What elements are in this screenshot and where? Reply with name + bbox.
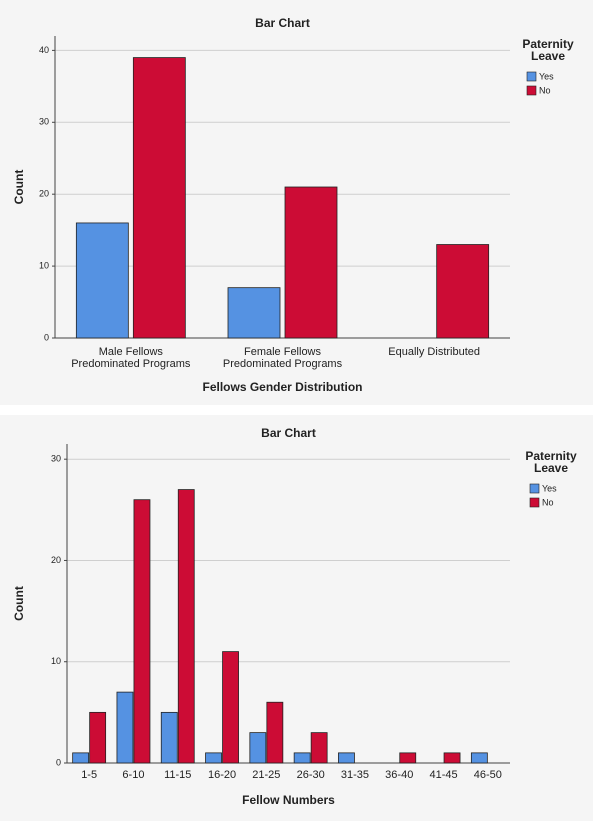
bar bbox=[89, 711, 107, 764]
x-tick-label: 36-40 bbox=[385, 769, 413, 781]
bar bbox=[443, 752, 461, 764]
bar bbox=[249, 732, 267, 764]
bar bbox=[132, 57, 186, 339]
legend-swatch bbox=[529, 483, 540, 494]
bar bbox=[116, 691, 134, 764]
legend-title: Paternity Leave bbox=[522, 37, 574, 63]
x-tick-label: Equally Distributed bbox=[388, 346, 480, 358]
x-tick-label: 16-20 bbox=[208, 769, 236, 781]
y-axis-label: Count bbox=[12, 170, 26, 205]
y-tick-label: 20 bbox=[51, 555, 61, 565]
x-tick-label: Male Fellows Predominated Programs bbox=[71, 346, 191, 370]
y-tick-label: 30 bbox=[51, 454, 61, 464]
x-tick-label: 1-5 bbox=[81, 769, 97, 781]
legend-swatch bbox=[526, 71, 537, 82]
bar bbox=[436, 244, 490, 339]
bar bbox=[205, 752, 222, 764]
legend-label: No bbox=[542, 497, 554, 507]
bar bbox=[133, 499, 151, 764]
legend-swatch bbox=[529, 497, 540, 508]
bar bbox=[338, 752, 355, 764]
y-tick-label: 0 bbox=[56, 757, 61, 767]
y-tick-label: 40 bbox=[39, 45, 49, 55]
legend-label: Yes bbox=[539, 71, 554, 81]
y-axis-label: Count bbox=[12, 586, 26, 621]
bar bbox=[72, 752, 90, 764]
y-tick-label: 0 bbox=[44, 332, 49, 342]
bar bbox=[222, 651, 239, 764]
bar bbox=[284, 186, 338, 339]
legend-swatch bbox=[526, 85, 537, 96]
bar bbox=[470, 752, 488, 764]
y-tick-label: 30 bbox=[39, 117, 49, 127]
x-axis-label: Fellows Gender Distribution bbox=[202, 380, 362, 394]
x-tick-label: 26-30 bbox=[297, 769, 325, 781]
chart-title: Bar Chart bbox=[261, 426, 316, 440]
bar bbox=[310, 732, 328, 764]
bar bbox=[399, 752, 417, 764]
legend-label: Yes bbox=[542, 483, 557, 493]
bar bbox=[177, 489, 195, 764]
x-axis-label: Fellow Numbers bbox=[242, 793, 335, 807]
y-tick-label: 10 bbox=[39, 260, 49, 270]
x-tick-label: Female Fellows Predominated Programs bbox=[223, 346, 343, 370]
chart-title: Bar Chart bbox=[255, 16, 310, 30]
x-tick-label: 41-45 bbox=[429, 769, 457, 781]
y-tick-label: 10 bbox=[51, 656, 61, 666]
bar bbox=[266, 701, 284, 764]
bar bbox=[75, 222, 129, 339]
x-tick-label: 31-35 bbox=[341, 769, 369, 781]
bar bbox=[160, 711, 178, 764]
y-tick-label: 20 bbox=[39, 189, 49, 199]
x-tick-label: 46-50 bbox=[474, 769, 502, 781]
x-tick-label: 6-10 bbox=[122, 769, 144, 781]
x-tick-label: 21-25 bbox=[252, 769, 280, 781]
x-tick-label: 11-15 bbox=[164, 769, 191, 781]
legend-title: Paternity Leave bbox=[525, 449, 577, 475]
bar bbox=[227, 287, 281, 339]
bar bbox=[293, 752, 311, 764]
legend-label: No bbox=[539, 85, 551, 95]
